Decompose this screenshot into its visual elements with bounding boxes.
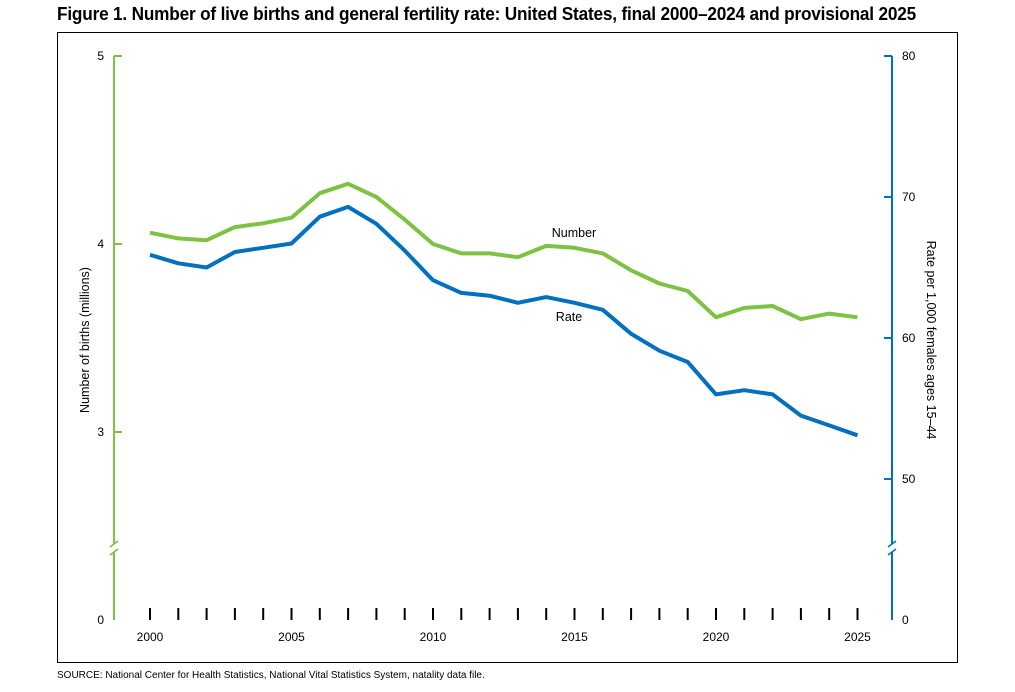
series-label-rate: Rate (556, 310, 582, 324)
x-tick-label: 2000 (137, 630, 164, 644)
left-axis-break (109, 540, 119, 556)
series-label-number: Number (552, 226, 596, 240)
left-tick-label: 3 (97, 425, 104, 439)
x-tick-label: 2025 (844, 630, 871, 644)
left-tick-label: 4 (97, 237, 104, 251)
right-tick-label: 70 (902, 190, 916, 204)
x-tick-label: 2015 (561, 630, 588, 644)
right-axis-break (887, 540, 897, 556)
series-line-number (149, 181, 858, 322)
plot-frame (57, 32, 958, 663)
right-tick-label: 50 (902, 472, 916, 486)
right-axis-label: Rate per 1,000 females ages 15–44 (924, 241, 938, 440)
left-axis-label: Number of births (millions) (78, 267, 92, 413)
x-tick-label: 2010 (420, 630, 447, 644)
figure-title: Figure 1. Number of live births and gene… (57, 3, 917, 24)
right-tick-label: 0 (902, 613, 909, 627)
x-tick-label: 2005 (278, 630, 305, 644)
left-tick-label: 0 (97, 613, 104, 627)
left-tick-label: 5 (97, 49, 104, 63)
right-tick-label: 80 (902, 49, 916, 63)
right-tick-label: 60 (902, 331, 916, 345)
source-note: SOURCE: National Center for Health Stati… (57, 670, 485, 681)
x-tick-label: 2020 (703, 630, 730, 644)
series-line-rate (149, 204, 859, 438)
